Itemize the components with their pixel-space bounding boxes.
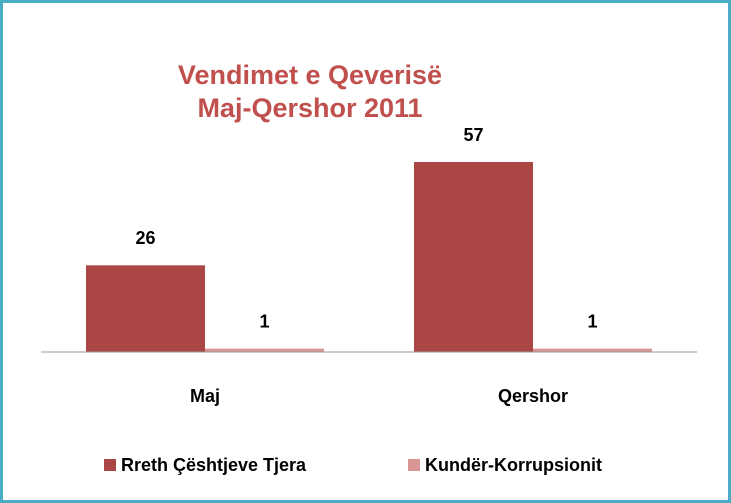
chart-title: Maj-Qershor 2011 [197, 93, 422, 123]
legend-label: Kundër-Korrupsionit [425, 455, 602, 475]
x-tick-label: Maj [190, 386, 220, 406]
bar [414, 162, 533, 352]
data-label: 57 [463, 125, 483, 145]
legend-swatch [104, 459, 116, 471]
bar [533, 348, 652, 352]
legend-label: Rreth Çështjeve Tjera [121, 455, 307, 475]
bar [205, 348, 324, 352]
bar [86, 265, 205, 352]
x-tick-label: Qershor [498, 386, 568, 406]
data-label: 1 [587, 311, 597, 331]
legend-swatch [408, 459, 420, 471]
data-label: 26 [135, 228, 155, 248]
data-label: 1 [259, 311, 269, 331]
chart-title: Vendimet e Qeverisë [178, 60, 442, 90]
